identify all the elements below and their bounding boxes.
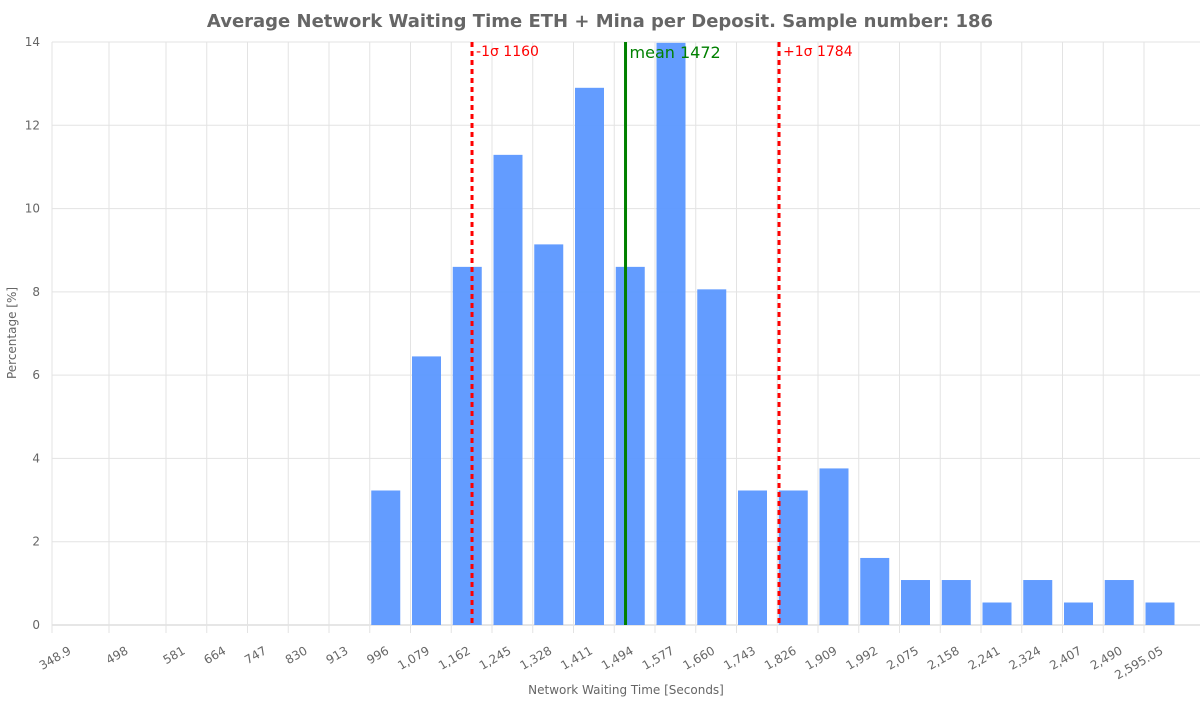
grid	[51, 41, 1200, 633]
x-tick-label: 1,162	[436, 643, 473, 672]
x-tick-label: 1,743	[721, 643, 758, 672]
y-axis-label: Percentage [%]	[5, 287, 19, 379]
bar-2,158	[941, 580, 971, 625]
x-tick-label: 2,075	[884, 643, 921, 672]
x-axis-ticks: 348.9 498 581 664 747 830 913 996 1,079 1,162 1,24…	[37, 643, 1166, 682]
y-tick-label: 2	[32, 535, 40, 549]
y-tick-label: 4	[32, 451, 40, 465]
x-tick-label: 1,992	[843, 643, 880, 672]
x-tick-label: 996	[364, 643, 391, 667]
x-tick-label: 498	[104, 643, 131, 667]
bar-2,595.05	[1145, 602, 1175, 625]
reference-line-label: mean 1472	[630, 43, 721, 62]
x-tick-label: 1,411	[558, 643, 595, 672]
y-tick-label: 8	[32, 285, 40, 299]
bar-1,577	[656, 42, 686, 625]
bar-1,660	[697, 289, 727, 625]
bar-1,411	[575, 87, 604, 626]
bar-1,494	[615, 266, 645, 625]
x-tick-label: 348.9	[37, 643, 74, 672]
x-tick-label: 2,241	[966, 643, 1003, 672]
reference-lines: -1σ 1160 mean 1472 +1σ 1784	[470, 42, 853, 625]
bar-1,992	[860, 557, 890, 625]
x-tick-label: 747	[242, 643, 269, 667]
bar-1,328	[534, 244, 564, 626]
bar-2,075	[901, 580, 930, 625]
x-tick-label: 913	[324, 643, 351, 667]
x-tick-label: 1,079	[395, 643, 432, 672]
bar-2,490	[1104, 580, 1134, 625]
x-tick-label: 2,158	[925, 643, 962, 672]
bar-996	[371, 490, 401, 625]
bars	[371, 42, 1175, 626]
y-tick-label: 14	[25, 35, 40, 49]
x-tick-label: 830	[283, 643, 310, 667]
chart-title: Average Network Waiting Time ETH + Mina …	[207, 11, 993, 32]
x-tick-label: 1,826	[762, 643, 799, 672]
reference-line-label: +1σ 1784	[783, 44, 853, 60]
bar-2,407	[1064, 602, 1093, 625]
bar-2,324	[1023, 580, 1053, 625]
x-tick-label: 1,577	[640, 643, 677, 672]
x-tick-label: 581	[161, 643, 188, 667]
x-tick-label: 1,328	[517, 643, 554, 672]
bar-1,826	[778, 490, 808, 625]
y-tick-label: 10	[25, 202, 40, 216]
bar-1,909	[819, 468, 849, 625]
y-tick-label: 6	[32, 368, 40, 382]
x-tick-label: 1,494	[599, 643, 636, 672]
x-tick-label: 1,245	[477, 643, 514, 672]
x-axis-label: Network Waiting Time [Seconds]	[528, 683, 724, 697]
bar-1,743	[738, 490, 767, 625]
x-tick-label: 2,324	[1006, 643, 1043, 672]
bar-1,245	[493, 154, 523, 625]
x-tick-label: 2,407	[1047, 643, 1084, 672]
y-tick-label: 0	[32, 618, 40, 632]
reference-line-label: -1σ 1160	[476, 44, 539, 60]
x-tick-label: 1,660	[680, 643, 717, 672]
y-axis-ticks: 0 2 4 6 8 10 12 14	[25, 35, 40, 632]
x-tick-label: 1,909	[803, 643, 840, 672]
y-tick-label: 12	[25, 118, 40, 132]
bar-1,162	[452, 266, 482, 625]
x-tick-label: 664	[201, 643, 228, 667]
bar-1,079	[412, 356, 441, 625]
bar-2,241	[982, 602, 1012, 625]
